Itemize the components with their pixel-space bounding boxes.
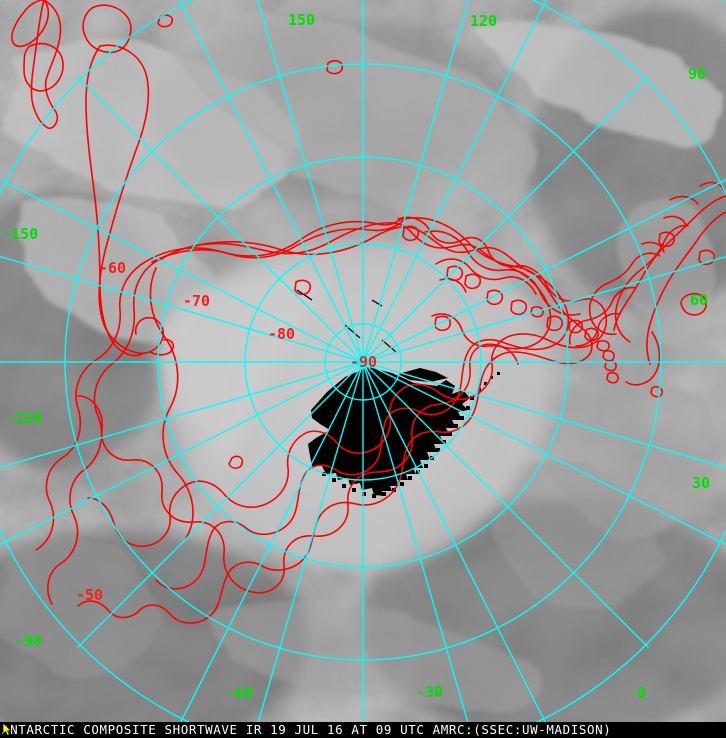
lat-label-m60: -60 xyxy=(99,259,127,277)
lon-label-m90: -90 xyxy=(15,632,43,650)
lat-label-m80: -80 xyxy=(268,325,296,343)
lon-label-m30: -30 xyxy=(416,683,444,701)
lon-label-30: 30 xyxy=(692,474,711,492)
coastlines xyxy=(11,0,726,624)
lon-label-60: 60 xyxy=(690,291,709,309)
imagery-svg xyxy=(0,0,726,722)
lat-label-m70: -70 xyxy=(183,292,211,310)
lon-label-150: 150 xyxy=(288,11,316,29)
caption-text: ANTARCTIC COMPOSITE SHORTWAVE IR 19 JUL … xyxy=(2,722,612,737)
parallels xyxy=(0,0,726,722)
lon-label-0: 0 xyxy=(637,684,647,702)
caption-bar: ANTARCTIC COMPOSITE SHORTWAVE IR 19 JUL … xyxy=(0,722,726,738)
graticule xyxy=(0,0,726,722)
lat-label-m50: -50 xyxy=(76,586,104,604)
lon-label-m120: -120 xyxy=(6,409,43,427)
meridians xyxy=(0,0,726,722)
satellite-imagery-canvas xyxy=(0,0,726,722)
lon-label-m60: -60 xyxy=(226,684,254,702)
lon-label-90: 90 xyxy=(688,65,707,83)
lon-label-120: 120 xyxy=(470,12,498,30)
lon-label-m150: -150 xyxy=(2,225,39,243)
lat-label-m90: -90 xyxy=(350,353,378,371)
